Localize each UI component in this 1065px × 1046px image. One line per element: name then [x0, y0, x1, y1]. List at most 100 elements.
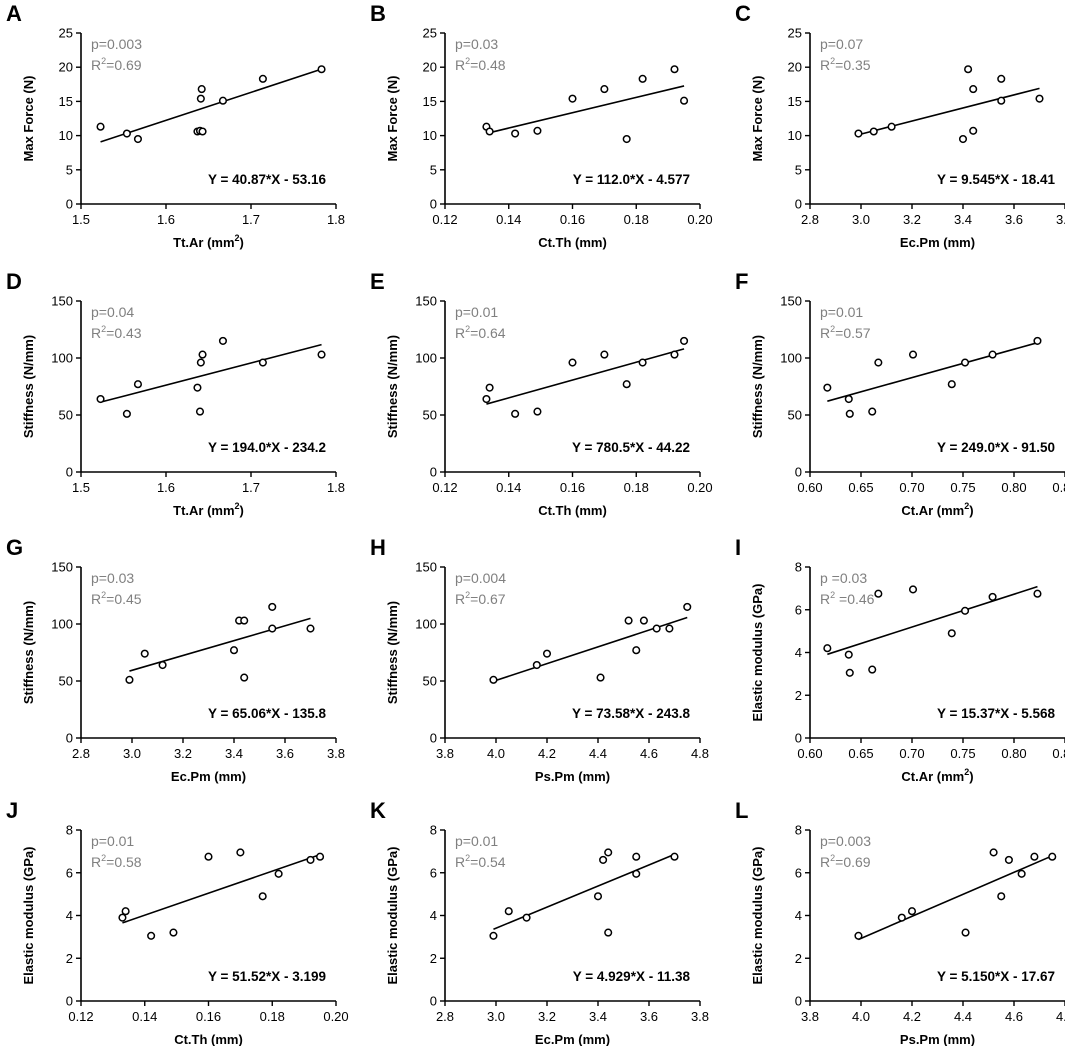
x-tick-label: 2.8 [72, 746, 90, 761]
r-squared-superscript: 2 [465, 853, 470, 863]
x-tick-label: 0.12 [432, 212, 457, 227]
data-point [198, 127, 207, 136]
r-squared: R2=0.58 [91, 853, 142, 870]
x-tick-label: 0.70 [899, 480, 924, 495]
regression-line [493, 853, 675, 930]
data-point [997, 74, 1006, 83]
x-tick-label: 4.6 [640, 746, 658, 761]
x-tick-label: 4.6 [1005, 1009, 1023, 1024]
x-axis-label-text: Ec.Pm (mm) [900, 235, 975, 250]
y-tick-label: 2 [795, 688, 802, 703]
panel-letter: L [735, 798, 748, 823]
y-tick-label: 0 [66, 731, 73, 746]
data-point [907, 907, 917, 916]
y-tick-label: 25 [59, 26, 73, 41]
data-point [229, 646, 239, 655]
data-point [897, 913, 906, 922]
r-squared-prefix: R [455, 325, 465, 341]
data-point [964, 65, 973, 74]
r-squared: R2=0.69 [91, 56, 142, 73]
y-tick-label: 2 [66, 951, 73, 966]
panel-f: F 0 50 100 150 0.60 0.65 0.70 0.75 0.80 0.85 Ct.Ar … [735, 269, 1065, 518]
panel-b: B 0 5 10 15 20 25 0.12 0.14 0.16 0.18 0.20 Ct.Th (mm… [370, 1, 713, 250]
r-squared-value: =0.48 [470, 57, 506, 73]
data-point [854, 129, 863, 138]
r-squared-superscript: 2 [465, 56, 470, 66]
data-point [845, 409, 854, 418]
y-tick-label: 0 [66, 197, 73, 212]
y-axis-label: Elastic modulus (GPa) [385, 847, 400, 985]
y-tick-label: 4 [66, 908, 73, 923]
data-point [196, 94, 205, 103]
data-point [874, 589, 883, 598]
data-point [122, 129, 131, 138]
data-point [665, 624, 674, 633]
x-tick-label: 2.8 [436, 1009, 454, 1024]
r-squared-superscript: 2 [101, 590, 106, 600]
x-tick-label: 4.4 [589, 746, 607, 761]
y-tick-label: 4 [795, 908, 802, 923]
r-squared-prefix: R [820, 591, 830, 607]
x-tick-label: 4.4 [954, 1009, 972, 1024]
data-point [1035, 94, 1044, 103]
y-tick-label: 20 [423, 60, 437, 75]
y-tick-label: 6 [795, 865, 802, 880]
r-squared-value: =0.54 [470, 854, 506, 870]
data-point [118, 913, 127, 922]
r-squared-value: =0.45 [106, 591, 142, 607]
y-tick-label: 5 [795, 162, 802, 177]
x-axis-label-text: Ct.Th (mm) [538, 503, 607, 518]
r-squared: R2=0.45 [91, 590, 142, 607]
y-tick-label: 100 [415, 617, 437, 632]
data-point [638, 358, 647, 367]
y-tick-label: 150 [415, 294, 437, 309]
x-tick-label: 3.0 [852, 212, 870, 227]
data-point [908, 350, 918, 359]
y-tick-label: 100 [51, 617, 73, 632]
y-axis-label: Stiffness (N/mm) [21, 335, 36, 438]
x-tick-label: 3.0 [123, 746, 141, 761]
panel-letter: H [370, 535, 386, 560]
data-point [485, 127, 494, 136]
data-point [140, 649, 149, 658]
panel-k: K 0 2 4 6 8 2.8 3.0 3.2 3.4 3.6 3.8 Ec.Pm (mm) Elasti… [370, 798, 709, 1046]
data-point [997, 96, 1006, 105]
data-point [197, 85, 206, 94]
panel-letter: J [6, 798, 18, 823]
p-value: p=0.003 [820, 833, 871, 849]
p-value: p=0.003 [91, 36, 142, 52]
panel-h: H 0 50 100 150 3.8 4.0 4.2 4.4 4.6 4.8 Ps.Pm (mm) St… [370, 535, 709, 784]
data-point [639, 616, 648, 625]
x-tick-label: 2.8 [801, 212, 819, 227]
x-tick-label: 3.0 [487, 1009, 505, 1024]
x-tick-label: 3.2 [903, 212, 921, 227]
data-point [218, 96, 227, 105]
regression-equation: Y = 9.545*X - 18.41 [937, 172, 1055, 187]
r-squared-superscript: 2 [465, 324, 470, 334]
data-point [268, 624, 277, 633]
x-tick-label: 1.7 [242, 212, 260, 227]
y-tick-label: 20 [59, 60, 73, 75]
data-point [599, 855, 608, 864]
regression-line [858, 855, 1053, 941]
x-axis-label-text: Tt.Ar (mm [173, 503, 234, 518]
y-tick-label: 150 [51, 560, 73, 575]
data-point [133, 380, 142, 389]
regression-equation: Y = 4.929*X - 11.38 [573, 969, 691, 984]
data-point [823, 383, 832, 392]
r-squared-value: =0.69 [106, 57, 142, 73]
data-point [622, 380, 631, 389]
x-tick-label: 0.14 [496, 212, 521, 227]
data-point [622, 134, 631, 144]
y-tick-label: 150 [415, 560, 437, 575]
regression-line [100, 68, 322, 143]
y-tick-label: 5 [430, 162, 437, 177]
r-squared: R2=0.35 [820, 56, 871, 73]
data-point [600, 85, 609, 94]
r-squared-prefix: R [455, 854, 465, 870]
x-tick-label: 1.5 [72, 212, 90, 227]
y-tick-label: 0 [430, 994, 437, 1009]
data-point [947, 380, 956, 389]
regression-equation: Y = 194.0*X - 234.2 [208, 440, 326, 455]
